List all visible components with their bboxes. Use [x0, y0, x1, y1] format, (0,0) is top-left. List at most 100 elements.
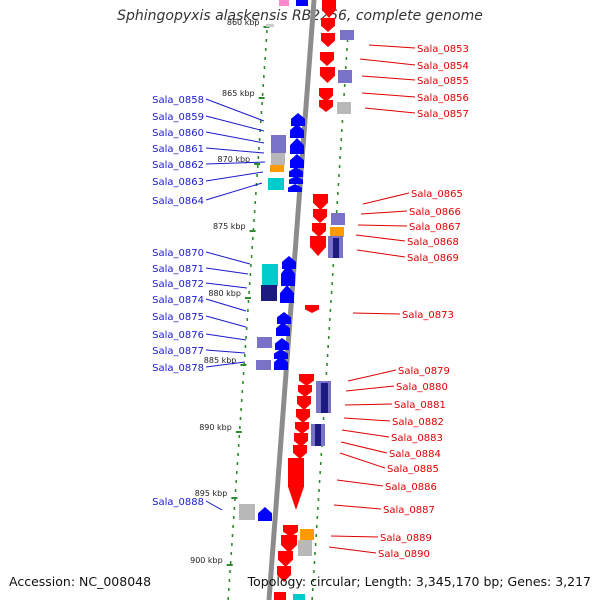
gene-leader-line [205, 315, 247, 328]
forward-gene-arrow [290, 124, 304, 138]
gene-label: Sala_0887 [383, 505, 435, 516]
gene-feature-box [333, 238, 339, 258]
gene-feature-box [270, 165, 284, 172]
gene-leader-line [357, 224, 408, 227]
gene-feature-box [315, 424, 321, 446]
reverse-gene-arrow [294, 433, 308, 447]
partial-feature-box [296, 0, 308, 6]
reverse-gene-arrow [293, 445, 307, 459]
gene-leader-line [205, 131, 265, 144]
gene-feature-box [271, 153, 285, 165]
reverse-gene-arrow [288, 458, 304, 510]
forward-gene-arrow [275, 338, 289, 350]
gene-leader-line [205, 500, 223, 511]
forward-gene-arrow [288, 184, 302, 192]
gene-label: Sala_0881 [394, 400, 446, 411]
gene-leader-line [205, 171, 264, 182]
gene-leader-line [343, 417, 391, 422]
gene-feature-box [262, 264, 278, 286]
gene-label: Sala_0860 [152, 128, 204, 139]
gene-label: Sala_0871 [152, 264, 204, 275]
reverse-gene-arrow [295, 422, 309, 434]
gene-leader-line [333, 504, 382, 510]
gene-leader-line [205, 182, 263, 201]
reverse-gene-arrow [283, 525, 298, 537]
tick-label: 885 kbp [204, 356, 237, 365]
gene-label: Sala_0870 [152, 248, 204, 259]
reverse-gene-arrow [313, 209, 327, 223]
forward-gene-arrow [282, 256, 296, 269]
reverse-gene-arrow [319, 88, 333, 102]
gene-label: Sala_0879 [398, 366, 450, 377]
reverse-gene-arrow [310, 236, 326, 256]
gene-leader-line [205, 251, 251, 265]
gene-leader-line [205, 361, 246, 368]
gene-leader-line [341, 429, 390, 438]
gene-label: Sala_0859 [152, 112, 204, 123]
forward-gene-arrow [291, 113, 305, 126]
gene-label: Sala_0884 [389, 449, 441, 460]
gene-label: Sala_0890 [378, 549, 430, 560]
tick-label: 865 kbp [222, 89, 255, 98]
gene-label: Sala_0874 [152, 295, 204, 306]
gene-label: Sala_0864 [152, 196, 204, 207]
gene-leader-line [352, 312, 401, 315]
gene-label: Sala_0872 [152, 279, 204, 290]
gene-label: Sala_0865 [411, 189, 463, 200]
gene-leader-line [340, 441, 388, 454]
gene-leader-line [360, 210, 408, 215]
gene-leader-line [336, 479, 384, 487]
gene-label: Sala_0867 [409, 222, 461, 233]
reverse-gene-arrow [319, 100, 333, 112]
reverse-gene-arrow [312, 223, 326, 237]
tick-label: 860 kbp [227, 18, 260, 27]
gene-label: Sala_0868 [407, 237, 459, 248]
reverse-gene-arrow [296, 409, 310, 423]
tick-label: 875 kbp [213, 222, 246, 231]
accession-label: Accession: NC_008048 [9, 574, 152, 589]
gene-feature-box [257, 337, 272, 348]
gene-leader-line [205, 349, 246, 354]
gene-feature-box [330, 227, 344, 237]
gene-label: Sala_0861 [152, 144, 204, 155]
gene-label: Sala_0854 [417, 61, 469, 72]
gene-feature-box [338, 70, 352, 83]
gene-label: Sala_0866 [409, 207, 461, 218]
gene-leader-line [328, 546, 377, 554]
tick-label: 895 kbp [195, 489, 228, 498]
gene-feature-box [298, 540, 312, 556]
tick-label: 880 kbp [208, 289, 241, 298]
reverse-gene-arrow [313, 194, 328, 210]
gene-leader-line [368, 44, 416, 49]
gene-leader-line [205, 298, 247, 312]
reverse-gene-arrow [281, 535, 297, 553]
forward-gene-arrow [290, 154, 304, 168]
reverse-gene-arrow [277, 566, 291, 582]
forward-gene-arrow [276, 322, 290, 336]
forward-gene-arrow [277, 312, 291, 324]
gene-label: Sala_0889 [380, 533, 432, 544]
forward-gene-arrow [290, 138, 304, 154]
tick-label: 900 kbp [190, 556, 223, 565]
map-title: Sphingopyxis alaskensis RB2256, complete… [117, 8, 483, 24]
partial-feature-box [266, 24, 274, 27]
tick-label: 890 kbp [199, 423, 232, 432]
gene-leader-line [345, 385, 395, 392]
forward-gene-arrow [289, 167, 303, 177]
gene-label: Sala_0885 [387, 464, 439, 475]
gene-leader-line [356, 249, 406, 258]
gene-leader-line [361, 75, 416, 81]
gene-leader-line [339, 452, 386, 469]
partial-feature-box [279, 0, 289, 6]
gene-label: Sala_0875 [152, 312, 204, 323]
gene-leader-line [347, 369, 397, 382]
gene-leader-line [205, 333, 247, 341]
gene-label: Sala_0876 [152, 330, 204, 341]
gene-label: Sala_0857 [417, 109, 469, 120]
forward-gene-arrow [274, 349, 288, 359]
gene-label: Sala_0873 [402, 310, 454, 321]
gene-label: Sala_0863 [152, 177, 204, 188]
gene-feature-box [268, 178, 284, 190]
reverse-gene-arrow [299, 374, 314, 386]
